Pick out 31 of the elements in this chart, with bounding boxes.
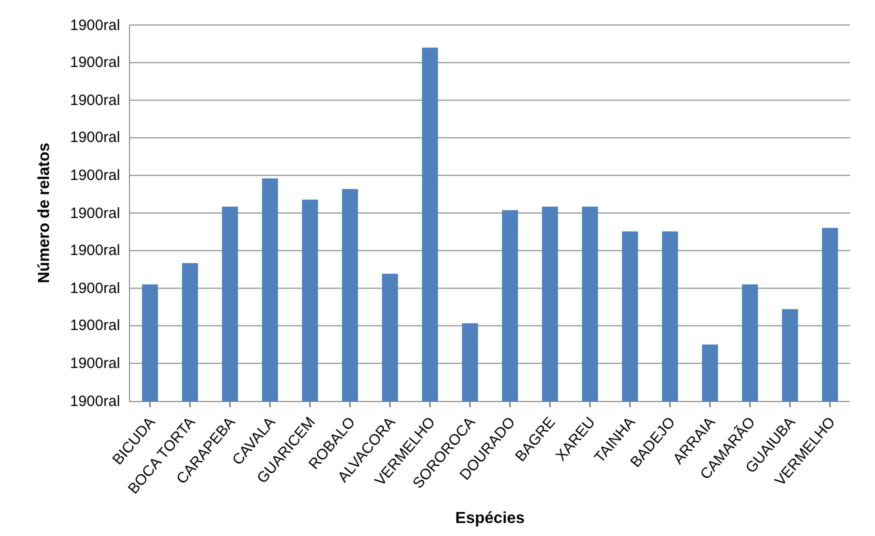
bar [742, 284, 758, 401]
text: 1900ral [70, 92, 120, 109]
bar [302, 200, 318, 401]
text: 1900ral [70, 242, 120, 259]
bar [382, 274, 398, 401]
text: 1900ral [70, 393, 120, 410]
text: 1900ral [70, 17, 120, 34]
bar [262, 178, 278, 401]
text: 1900ral [70, 167, 120, 184]
text: 1900ral [70, 129, 120, 146]
bar [822, 228, 838, 401]
bar [662, 231, 678, 401]
bar [462, 323, 478, 401]
text: 1900ral [70, 280, 120, 297]
bar [582, 206, 598, 401]
text: 1900ral [70, 205, 120, 222]
bar [142, 284, 158, 401]
x-axis-title: Espécies [455, 510, 525, 528]
bar [222, 206, 238, 401]
bar [622, 231, 638, 401]
text: 1900ral [70, 317, 120, 334]
bar [782, 309, 798, 401]
y-axis-title: Número de relatos [36, 142, 53, 284]
bar [502, 210, 518, 401]
bar [182, 263, 198, 401]
bar [422, 48, 438, 401]
text: 1900ral [70, 54, 120, 71]
bar [702, 344, 718, 401]
bar [542, 206, 558, 401]
bar [342, 188, 358, 401]
text: 1900ral [70, 355, 120, 372]
